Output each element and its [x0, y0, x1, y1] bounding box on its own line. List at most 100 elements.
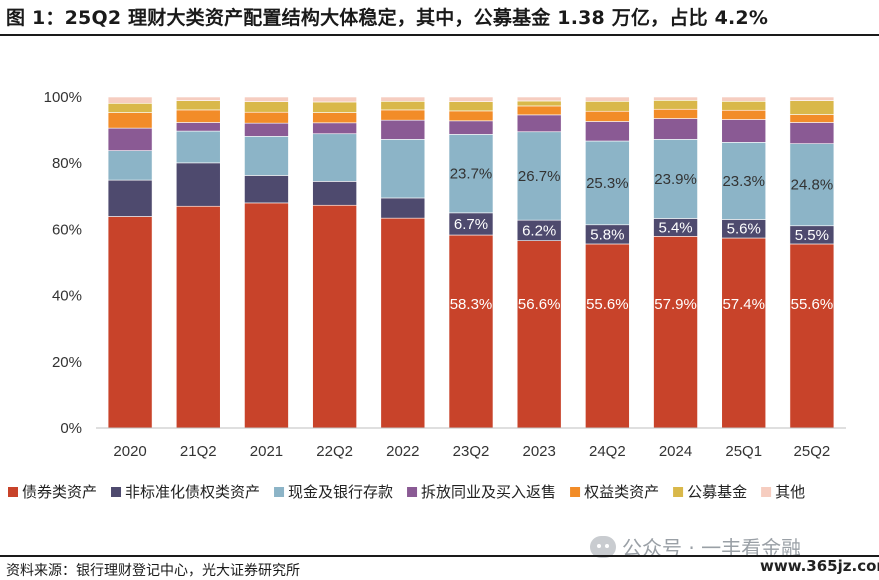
bar-segment: [380, 96, 426, 102]
bar-segment: [312, 204, 357, 429]
bar-segment: [789, 143, 835, 227]
bar-segment: [380, 139, 426, 199]
bar-segment: [721, 109, 767, 120]
y-tick-label: 40%: [52, 288, 82, 305]
bar-segment: [653, 100, 698, 110]
bar-segment: [312, 122, 357, 135]
data-label: 5.6%: [727, 221, 761, 238]
figure-title: 图 1：25Q2 理财大类资产配置结构大体稳定，其中，公募基金 1.38 万亿，…: [6, 7, 769, 29]
x-tick-label: 25Q2: [794, 443, 831, 460]
bar-segment: [244, 136, 289, 176]
bar-segment: [107, 179, 153, 217]
bar-segment: [175, 96, 221, 101]
bar-segment: [244, 122, 289, 137]
x-tick-label: 24Q2: [589, 443, 626, 460]
bar-segment: [653, 236, 698, 429]
y-tick-label: 0%: [60, 420, 82, 437]
bar-segment: [516, 96, 562, 102]
x-tick-label: 2020: [113, 443, 146, 460]
data-label: 55.6%: [791, 296, 834, 313]
data-label: 23.9%: [654, 171, 697, 188]
y-tick-label: 60%: [52, 221, 82, 238]
y-tick-label: 80%: [52, 155, 82, 172]
bar-segment: [653, 118, 698, 140]
bar-segment: [175, 162, 221, 207]
data-label: 5.4%: [658, 219, 692, 236]
legend-label: 公募基金: [687, 483, 747, 501]
data-label: 57.4%: [722, 296, 765, 313]
bar-segment: [380, 109, 426, 121]
bar-segment: [448, 110, 494, 122]
bar-segment: [448, 120, 494, 135]
x-tick-label: 2022: [386, 443, 419, 460]
data-label: 5.8%: [590, 226, 624, 243]
bar-segment: [175, 130, 221, 164]
site-watermark: www.365jz.com: [760, 557, 879, 575]
bar-segment: [789, 114, 835, 123]
data-label: 6.2%: [522, 222, 556, 239]
bar-segment: [721, 142, 767, 220]
bar-segment: [789, 122, 835, 144]
bar-segment: [107, 127, 153, 151]
bar-segment: [312, 181, 357, 206]
legend-swatch: [570, 487, 581, 497]
data-label: 26.7%: [518, 168, 561, 185]
bar-segment: [380, 217, 426, 429]
legend-label: 权益类资产: [584, 483, 659, 501]
bar-segment: [175, 109, 221, 123]
title-rule: [0, 34, 879, 36]
bar-segment: [516, 114, 562, 133]
bar-segment: [585, 140, 630, 226]
x-tick-label: 25Q1: [725, 443, 762, 460]
bar-segment: [448, 96, 494, 102]
source-rule: [0, 555, 879, 557]
bar-segment: [653, 96, 698, 101]
bar-segment: [244, 111, 289, 124]
bar-segment: [721, 101, 767, 111]
bar-segment: [516, 105, 562, 116]
legend-label: 现金及银行存款: [288, 483, 393, 501]
bar-segment: [380, 101, 426, 111]
bar-segment: [175, 122, 221, 132]
bar-segment: [789, 100, 835, 115]
stacked-bar-chart: 2020 21Q2 2021 22Q2 2022 23Q2 2023 24Q2 2024 25Q1…: [8, 89, 846, 501]
legend-swatch: [761, 487, 772, 497]
data-label: 25.3%: [586, 175, 629, 192]
bar-segment: [380, 119, 426, 140]
bar-segment: [448, 101, 494, 112]
bar-segment: [107, 216, 153, 429]
x-tick-label: 2023: [522, 443, 555, 460]
wechat-icon: [590, 535, 616, 558]
bar-segment: [244, 175, 289, 204]
bar-segment: [312, 101, 357, 113]
bar-segment: [107, 150, 153, 181]
bar-segment: [448, 134, 494, 214]
data-label: 57.9%: [654, 296, 697, 313]
legend-label: 其他: [775, 483, 805, 501]
bar-segment: [585, 110, 630, 122]
bar-segment: [244, 101, 289, 113]
bar-segment: [653, 108, 698, 119]
bar-segment: [789, 243, 835, 429]
bar-segment: [107, 102, 153, 113]
source-note: 资料来源：银行理财登记中心，光大证券研究所: [6, 563, 300, 579]
bar-segment: [175, 100, 221, 111]
x-tick-label: 23Q2: [453, 443, 490, 460]
data-label: 5.5%: [795, 227, 829, 244]
x-tick-label: 22Q2: [316, 443, 353, 460]
data-label: 23.7%: [450, 166, 493, 183]
bar-segment: [789, 96, 835, 101]
x-tick-label: 21Q2: [180, 443, 217, 460]
legend-swatch: [407, 487, 418, 497]
bar-segment: [516, 131, 562, 221]
bar-segment: [380, 197, 426, 219]
bar-segment: [107, 112, 153, 129]
bar-segment: [175, 205, 221, 429]
bar-segment: [107, 96, 153, 104]
y-tick-label: 20%: [52, 354, 82, 371]
data-label: 56.6%: [518, 296, 561, 313]
bar-segment: [585, 243, 630, 429]
legend-swatch: [8, 487, 18, 497]
bar-segment: [653, 139, 698, 219]
x-tick-label: 2024: [659, 443, 692, 460]
